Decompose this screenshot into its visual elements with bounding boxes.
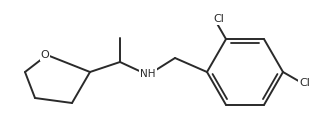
Text: Cl: Cl (299, 78, 310, 88)
Text: Cl: Cl (213, 14, 224, 24)
Text: NH: NH (140, 69, 156, 79)
Text: O: O (41, 50, 49, 60)
